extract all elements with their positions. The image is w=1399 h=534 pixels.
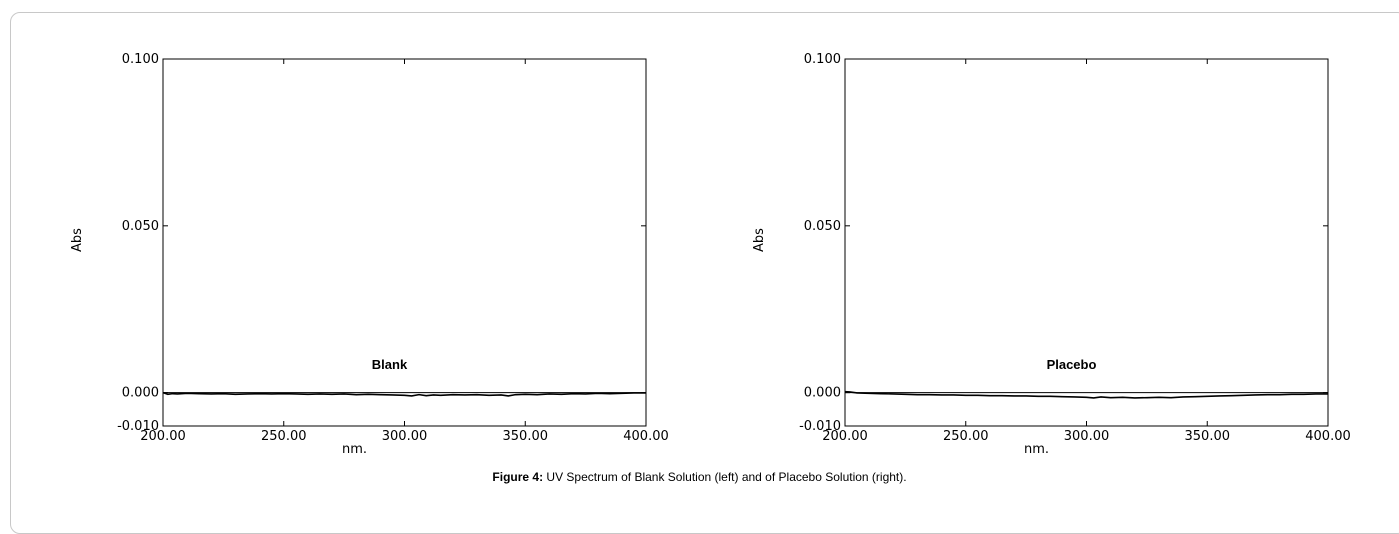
chart-placebo: 200.00 250.00 300.00 350.00 400.00 0.100 0.050… (752, 52, 1351, 457)
chart-panel-left: 200.00 250.00 300.00 350.00 400.00 0.100 0.050… (0, 0, 700, 470)
x-axis-label: nm. (342, 442, 367, 457)
chart-annotation: Placebo (1047, 357, 1097, 372)
spectrum-line (844, 390, 1328, 399)
y-tick-label: -0.010 (799, 419, 841, 434)
caption-label: Figure 4: (492, 470, 544, 484)
y-axis-label: Abs (70, 228, 85, 252)
x-tick-label: 350.00 (1185, 429, 1231, 444)
y-tick-label: 0.100 (804, 52, 841, 67)
chart-annotation: Blank (372, 357, 408, 372)
chart-panel-right: 200.00 250.00 300.00 350.00 400.00 0.100 0.050… (752, 52, 1351, 457)
figure-frame (10, 12, 1399, 534)
x-axis-label: nm. (1024, 442, 1049, 457)
x-tick-label: 300.00 (1064, 429, 1110, 444)
y-tick-label: 0.050 (804, 219, 841, 234)
x-tick-label: 200.00 (822, 429, 868, 444)
y-tick-label: 0.050 (122, 219, 159, 234)
y-tick-label: 0.000 (122, 386, 159, 401)
x-tick-label: 350.00 (503, 429, 549, 444)
y-tick-label: 0.100 (122, 52, 159, 67)
x-tick-label: 400.00 (1305, 429, 1351, 444)
x-tick-label: 250.00 (943, 429, 989, 444)
x-tick-label: 200.00 (140, 429, 186, 444)
figure-caption: Figure 4: UV Spectrum of Blank Solution … (0, 470, 1399, 484)
y-tick-label: -0.010 (117, 419, 159, 434)
x-tick-label: 400.00 (623, 429, 669, 444)
y-axis-label: Abs (752, 228, 767, 252)
caption-text: UV Spectrum of Blank Solution (left) and… (543, 470, 907, 484)
chart-blank: 200.00 250.00 300.00 350.00 400.00 0.100 0.050… (70, 52, 669, 457)
y-tick-label: 0.000 (804, 386, 841, 401)
x-tick-label: 300.00 (382, 429, 428, 444)
x-tick-label: 250.00 (261, 429, 307, 444)
spectrum-line (162, 391, 646, 397)
